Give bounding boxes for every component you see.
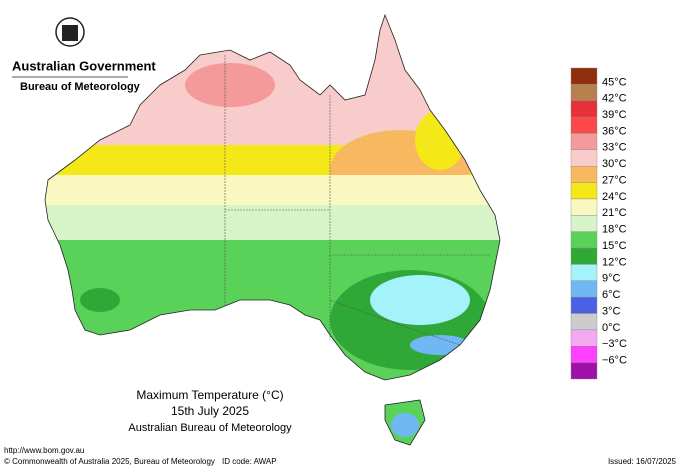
- legend-swatch: [570, 67, 598, 85]
- band-6: [410, 335, 470, 355]
- legend-swatch: [570, 346, 598, 363]
- legend-swatch: [570, 84, 598, 101]
- logo: [12, 17, 128, 78]
- legend-label: 21°C: [602, 207, 627, 219]
- band-33: [185, 63, 275, 107]
- crest-shield: [62, 25, 78, 41]
- footer-issued: Issued: 16/07/2025: [608, 457, 677, 466]
- footer-url: http://www.bom.gov.au: [4, 446, 84, 455]
- legend-label: 0°C: [602, 322, 621, 334]
- legend-label: 39°C: [602, 109, 627, 121]
- band-9: [370, 275, 470, 325]
- legend-label: 42°C: [602, 93, 627, 105]
- legend-label: 15°C: [602, 240, 627, 252]
- legend-swatch: [570, 116, 598, 134]
- legend-swatch: [570, 182, 598, 200]
- legend-swatch: [570, 247, 598, 265]
- legend-swatch: [570, 215, 598, 232]
- map-source: Australian Bureau of Meteorology: [128, 422, 292, 434]
- border-nsw-vic: [329, 299, 461, 346]
- legend-label: 24°C: [602, 191, 627, 203]
- legend-swatch: [570, 329, 598, 347]
- band-24-coast: [415, 110, 465, 170]
- band-12-west: [80, 288, 120, 312]
- legend-label: 18°C: [602, 224, 627, 236]
- legend-label: −3°C: [602, 338, 627, 350]
- legend: 45°C 42°C 39°C 36°C 33°C 30°C 27°C 24°C 21°C 18°C…: [570, 67, 627, 380]
- legend-label: 27°C: [602, 174, 627, 186]
- legend-label: 9°C: [602, 273, 621, 285]
- legend-swatch: [570, 362, 598, 380]
- legend-swatch: [570, 231, 598, 249]
- legend-swatch: [570, 280, 598, 298]
- legend-swatch: [570, 264, 598, 281]
- band-6-tas: [391, 413, 419, 437]
- map-title: Maximum Temperature (°C): [136, 388, 283, 402]
- legend-label: 6°C: [602, 289, 621, 301]
- footer-id: ID code: AWAP: [222, 457, 277, 466]
- legend-swatch: [570, 296, 598, 314]
- legend-swatch: [570, 313, 598, 331]
- band-21: [45, 175, 500, 205]
- legend-label: −6°C: [602, 355, 627, 367]
- crest: [55, 17, 85, 47]
- agency-name: Australian Government: [12, 58, 156, 73]
- legend-label: 36°C: [602, 125, 627, 137]
- legend-label: 3°C: [602, 305, 621, 317]
- band-18: [45, 205, 500, 240]
- legend-label: 45°C: [602, 76, 627, 88]
- legend-label: 12°C: [602, 256, 627, 268]
- legend-swatch: [570, 198, 598, 216]
- map-date: 15th July 2025: [171, 404, 249, 418]
- legend-swatch: [570, 149, 598, 167]
- legend-swatch: [570, 166, 598, 183]
- legend-swatch: [570, 133, 598, 151]
- legend-label: 30°C: [602, 158, 627, 170]
- coastline: [44, 13, 501, 446]
- footer-copyright: © Commonwealth of Australia 2025, Bureau…: [4, 457, 215, 466]
- legend-swatch: [570, 100, 598, 118]
- state-borders: [224, 55, 490, 346]
- bureau-name: Bureau of Meteorology: [20, 81, 141, 93]
- legend-label: 33°C: [602, 142, 627, 154]
